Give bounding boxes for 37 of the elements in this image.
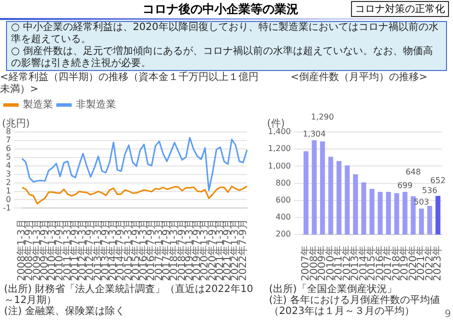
legend-label: 非製造業: [76, 98, 116, 111]
text: ○ 倒産件数は、足元で増加傾向にあるが、コロナ禍以前の水準は超えていない。なお、物価高の影響は引き続き注視が必要。: [11, 46, 434, 70]
y-tick-label: 600: [276, 195, 291, 204]
y-tick-label: 3: [6, 169, 11, 178]
text: ○ 中小企業の経常利益は、2020年以降回復しており、特に製造業においてはコロナ禍以前の水準を超えている。: [11, 22, 440, 46]
text: (出所)「全国企業倒産状況」: [269, 284, 398, 295]
text: (出所) 財務省「法人企業統計調査」（直近は2022年10～12月期）: [4, 284, 254, 306]
legend-label: 製造業: [23, 98, 53, 111]
x-tick-label: 2023年: [432, 246, 444, 282]
y-tick-label: 1,200: [268, 144, 291, 154]
text: コロナ後の中小企業等の業況: [142, 0, 300, 18]
text: コロナ対策の正常化: [351, 1, 449, 17]
y-tick-label: 1: [6, 186, 11, 196]
y-tick-label: 800: [276, 178, 291, 188]
data-label: 699: [397, 180, 413, 190]
y-tick-label: 4: [6, 160, 11, 170]
chart-title: <倒産件数（月平均）の推移>: [290, 72, 428, 85]
y-tick-label: 8: [6, 127, 11, 136]
chart-title: <経常利益（四半期）の推移（資本金１千万円以上１億円未満）>: [0, 72, 260, 96]
text: 9: [444, 309, 451, 320]
y-tick-label: 2: [6, 178, 11, 187]
data-label: 652: [430, 176, 446, 185]
data-label: 536: [422, 186, 438, 195]
y-tick-label: 6: [6, 144, 11, 154]
y-tick-label: 1,000: [268, 161, 291, 170]
data-label: 1,304: [302, 129, 326, 138]
y-tick-label: 1,400: [268, 127, 291, 136]
text: (注) 各年における月倒産件数の平均値（2023年は１月～３月の平均）: [269, 295, 440, 317]
text: (注) 金融業、保険業は除く: [4, 306, 126, 317]
y-tick-label: 7: [6, 136, 11, 145]
y-tick-label: -1: [2, 203, 11, 212]
data-label: 1,290: [311, 112, 334, 122]
y-tick-label: 0: [6, 194, 11, 204]
data-label: 648: [406, 167, 421, 176]
y-tick-label: 400: [276, 212, 291, 222]
y-tick-label: 200: [276, 230, 291, 239]
y-tick-label: 5: [6, 152, 11, 162]
